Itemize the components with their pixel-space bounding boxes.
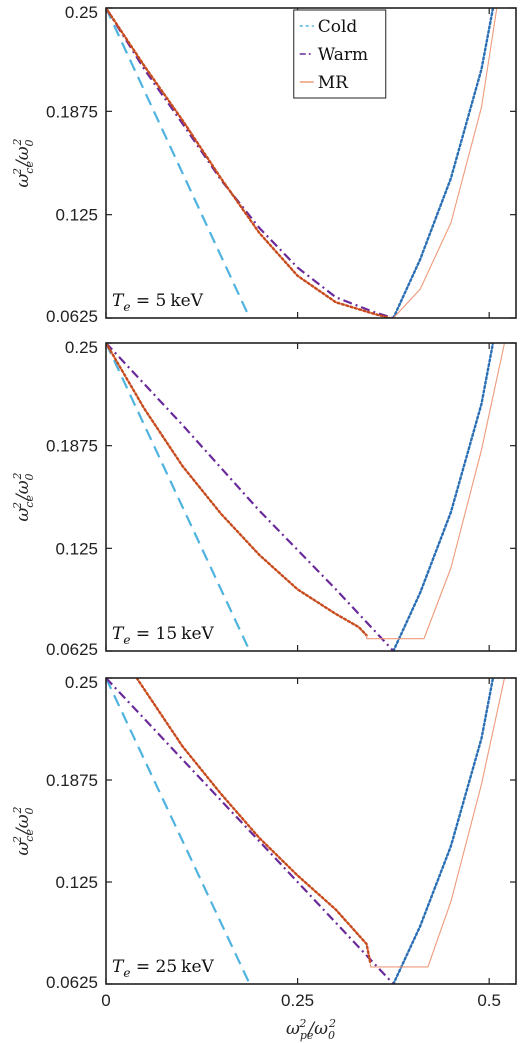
y-tick-label: 0.0625 <box>46 307 98 326</box>
series-line-mr-3 <box>106 343 368 637</box>
y-axis-label: ωce2/ω02 <box>11 138 36 187</box>
panels-group: 0.0625 0.125 0.1875 0.25 ωce2/ω02 Te = 5 keV Co… <box>11 3 517 1042</box>
y-tick-label: 0.25 <box>65 3 98 22</box>
series-line-cold-0 <box>106 8 251 318</box>
legend-label-warm: Warm <box>318 45 368 65</box>
legend-label-cold: Cold <box>318 17 358 37</box>
panel-1: 0.0625 0.125 0.1875 0.25 ωce2/ω02 Te = 5 keV Co… <box>11 3 517 326</box>
series-line-mr-3 <box>106 8 391 318</box>
y-tick-label: 0.125 <box>55 206 98 225</box>
series-line-warm-2 <box>106 8 394 318</box>
axes-frame <box>105 7 517 319</box>
y-tick-label: 0.1875 <box>46 102 98 121</box>
x-tick-label: 0 <box>101 991 110 1010</box>
series-line-cold-1 <box>392 8 495 318</box>
series-line-cold-0 <box>106 678 251 984</box>
series-line-cold-1 <box>392 343 495 651</box>
series-line-mr-4 <box>366 343 506 640</box>
y-tick-label: 0.1875 <box>46 771 98 790</box>
axes-frame <box>105 677 517 985</box>
y-tick-label: 0.1875 <box>46 437 98 456</box>
series-line-warm-2 <box>106 343 395 651</box>
series-line-mr-4 <box>369 678 506 968</box>
legend: Cold Warm MR <box>293 9 387 99</box>
axes-frame <box>105 342 517 652</box>
x-axis-label: ωpe2/ω02 <box>286 1017 336 1042</box>
y-tick-label: 0.25 <box>65 338 98 357</box>
temperature-annotation: Te = 25 keV <box>112 957 215 980</box>
x-tick-label: 0.25 <box>281 991 314 1010</box>
series-line-warm-2 <box>106 678 395 984</box>
series-group <box>106 8 498 318</box>
y-tick-label: 0.125 <box>55 873 98 892</box>
series-group <box>106 678 506 984</box>
y-tick-label: 0.0625 <box>46 973 98 992</box>
y-tick-label: 0.25 <box>65 673 98 692</box>
series-line-mr-4 <box>392 8 498 318</box>
y-tick-label: 0.125 <box>55 539 98 558</box>
legend-label-mr: MR <box>318 73 349 93</box>
y-axis-label: ωce2/ω02 <box>11 806 36 855</box>
y-tick-label: 0.0625 <box>46 640 98 659</box>
panel-2: 0.0625 0.125 0.1875 0.25 ωce2/ω02 Te = 15 keV <box>11 338 517 659</box>
panel-3: 0.0625 0.125 0.1875 0.25 0 0.25 0.5 ωce2/ω02 Te … <box>11 673 517 1042</box>
temperature-annotation: Te = 5 keV <box>112 291 204 314</box>
series-line-cold-1 <box>392 678 495 984</box>
series-line-cold-0 <box>106 343 251 651</box>
series-line-mr-3 <box>135 678 372 965</box>
series-group <box>106 343 506 651</box>
x-tick-label: 0.5 <box>477 991 501 1010</box>
y-axis-label: ωce2/ω02 <box>11 472 36 521</box>
temperature-annotation: Te = 15 keV <box>112 624 215 647</box>
